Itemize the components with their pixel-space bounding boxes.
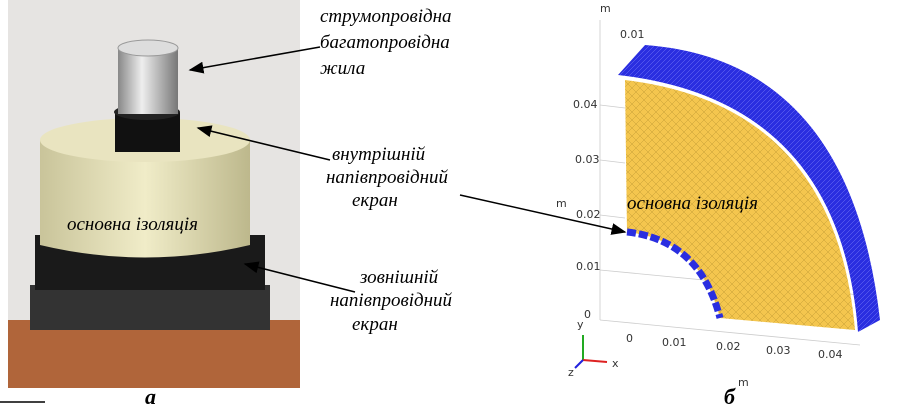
label-text: багатопровідна	[320, 32, 450, 53]
label-text: екран	[352, 190, 398, 211]
triad-label: y	[577, 318, 584, 331]
tick-label: 0.04	[818, 348, 843, 361]
tick-label: 0.01	[662, 336, 687, 349]
tick-label: 0	[626, 332, 633, 345]
triad-label: z	[568, 366, 574, 379]
tick-label: 0.01	[620, 28, 645, 41]
label-text: жила	[320, 58, 365, 79]
panel-label: б	[724, 384, 736, 407]
label-text: зовнішній	[359, 267, 439, 288]
label-text: екран	[352, 314, 398, 335]
label-text: основна ізоляція	[67, 214, 198, 235]
figure: струмопровідна багатопровідна жила внутр…	[0, 0, 907, 407]
panel-label: а	[145, 384, 156, 407]
label-text: струмопровідна	[320, 6, 452, 27]
label-text: напівпровідний	[330, 290, 453, 311]
axis-triad	[575, 335, 607, 368]
axis-unit: m	[738, 376, 749, 389]
label-text: основна ізоляція	[627, 193, 758, 214]
tick-label: 0.03	[766, 344, 791, 357]
label-text: напівпровідний	[326, 167, 449, 188]
tick-label: 0.04	[573, 98, 598, 111]
label-text: внутрішній	[332, 144, 426, 165]
axis-unit: m	[556, 197, 567, 210]
tick-label: 0	[584, 308, 591, 321]
tick-label: 0.01	[576, 260, 601, 273]
tick-label: 0.03	[575, 153, 600, 166]
tick-label: 0.02	[576, 208, 601, 221]
tick-label: 0.02	[716, 340, 741, 353]
triad-label: x	[612, 357, 619, 370]
axis-unit: m	[600, 2, 611, 15]
